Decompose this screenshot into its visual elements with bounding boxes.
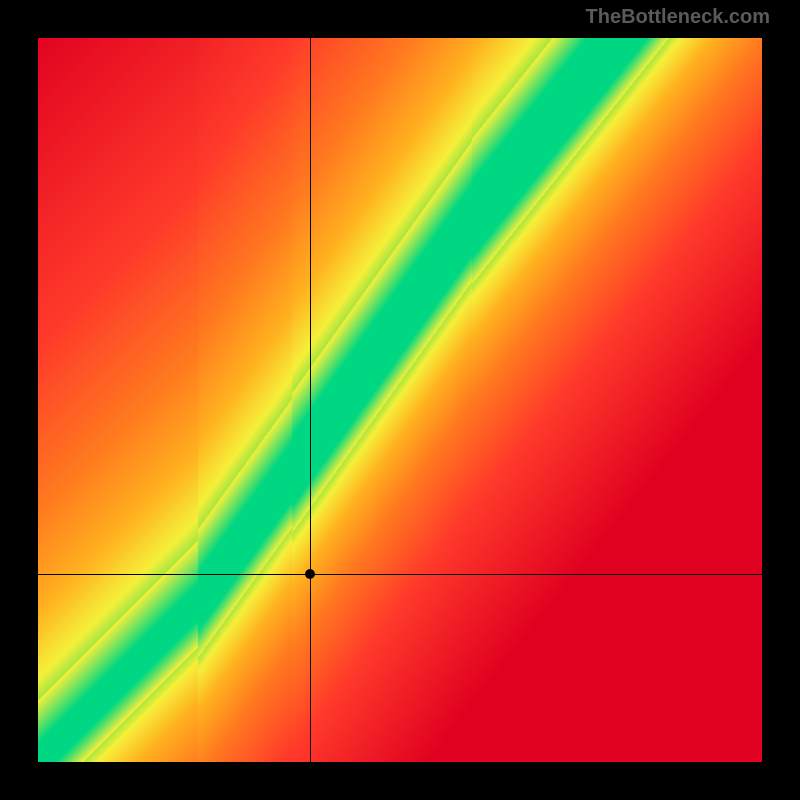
watermark-text: TheBottleneck.com: [586, 6, 770, 29]
crosshair-vertical: [310, 38, 311, 762]
crosshair-horizontal: [38, 574, 762, 575]
bottleneck-heatmap: [38, 38, 762, 762]
crosshair-marker: [305, 569, 315, 579]
heatmap-canvas: [38, 38, 762, 762]
